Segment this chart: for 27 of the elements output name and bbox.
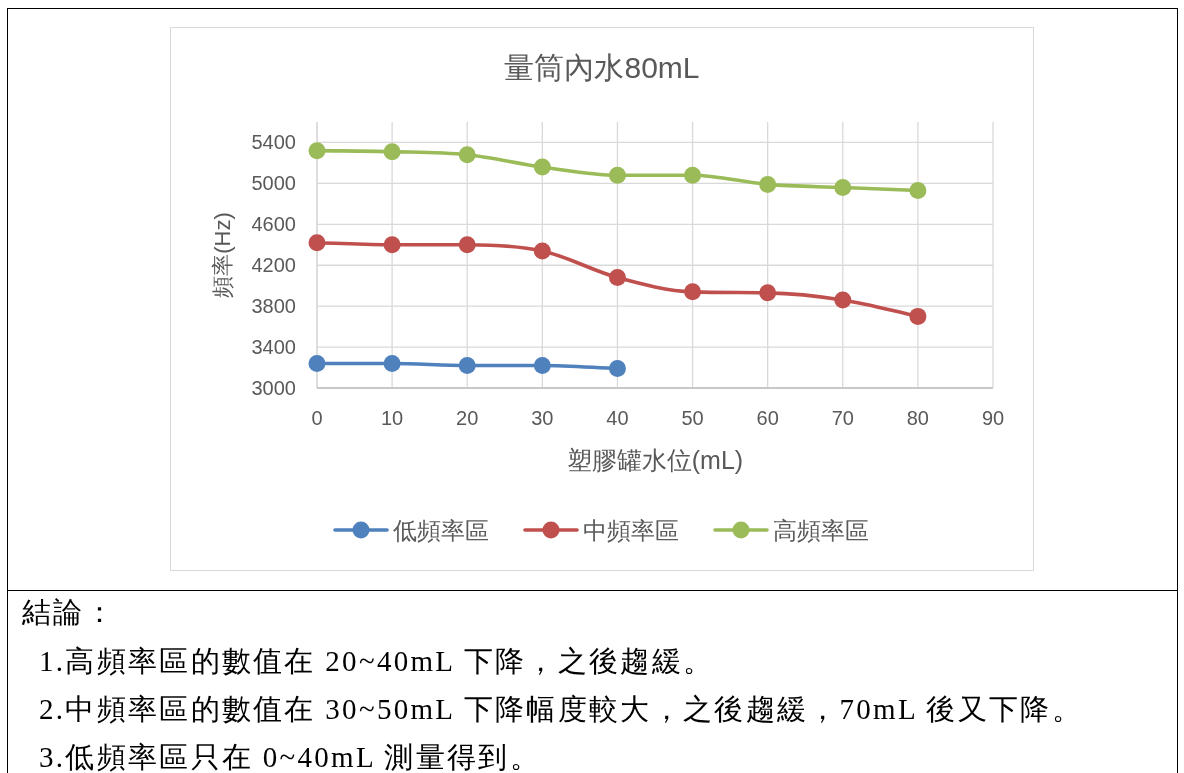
annotation: 2.中頻率區的數值在 30~50mL 下降幅度較大，之後趨緩，70mL 後又下降。 [39, 692, 1083, 726]
x-tick-label: 0 [311, 407, 323, 429]
x-tick-label: 50 [681, 407, 704, 429]
x-tick-label: 60 [756, 407, 779, 429]
y-axis-title: 頻率(Hz) [209, 212, 235, 298]
x-tick-label: 40 [606, 407, 629, 429]
x-tick-label: 90 [981, 407, 1005, 429]
legend-label: 低頻率區 [393, 516, 489, 544]
annotation: 結論： [22, 595, 116, 629]
y-tick-label: 5000 [251, 172, 296, 195]
x-tick-label: 10 [380, 407, 404, 429]
legend-label: 高頻率區 [773, 516, 869, 544]
annotation: 3.低頻率區只在 0~40mL 測量得到。 [39, 740, 541, 773]
x-tick-label: 70 [831, 407, 854, 429]
x-tick-label: 20 [456, 407, 479, 429]
y-tick-label: 5400 [251, 131, 296, 154]
y-tick-label: 3800 [251, 295, 296, 318]
legend-label: 中頻率區 [583, 516, 679, 544]
x-axis-title: 塑膠罐水位(mL) [566, 446, 744, 474]
x-tick-label: 80 [906, 407, 930, 429]
y-tick-label: 4200 [251, 254, 296, 277]
y-tick-label: 3400 [251, 336, 296, 359]
y-tick-label: 4600 [251, 213, 296, 236]
annotation: 1.高頻率區的數值在 20~40mL 下降，之後趨緩。 [39, 644, 715, 678]
chart-title: 量筒內水80mL [504, 50, 700, 84]
y-tick-label: 3000 [251, 377, 296, 399]
x-tick-label: 30 [531, 407, 554, 429]
